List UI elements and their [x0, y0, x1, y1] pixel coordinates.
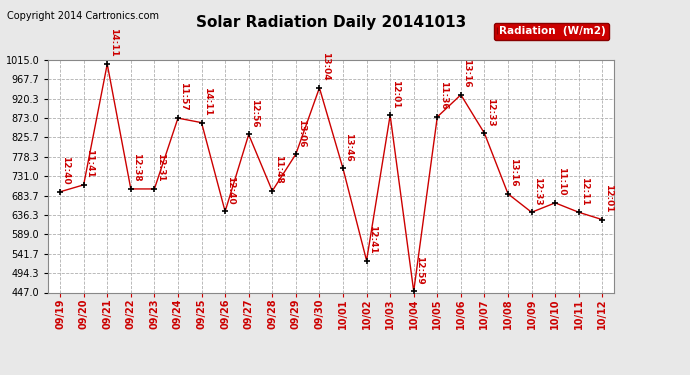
- Text: 12:01: 12:01: [604, 184, 613, 213]
- Text: Solar Radiation Daily 20141013: Solar Radiation Daily 20141013: [196, 15, 466, 30]
- Text: 12:40: 12:40: [61, 156, 70, 185]
- Text: 12:56: 12:56: [250, 99, 259, 128]
- Text: 11:41: 11:41: [85, 149, 94, 178]
- Text: 12:38: 12:38: [132, 153, 141, 182]
- Text: 12:33: 12:33: [486, 98, 495, 126]
- Text: 13:16: 13:16: [509, 158, 518, 187]
- Text: 12:11: 12:11: [580, 177, 589, 205]
- Text: 14:11: 14:11: [203, 87, 212, 116]
- Text: 12:01: 12:01: [391, 80, 400, 108]
- Text: 13:06: 13:06: [297, 118, 306, 147]
- Text: 11:10: 11:10: [557, 167, 566, 196]
- Text: 12:40: 12:40: [226, 176, 235, 204]
- Text: 14:11: 14:11: [108, 28, 117, 57]
- Text: 11:48: 11:48: [274, 155, 283, 184]
- Text: 13:16: 13:16: [462, 59, 471, 88]
- Text: Copyright 2014 Cartronics.com: Copyright 2014 Cartronics.com: [7, 11, 159, 21]
- Text: 13:04: 13:04: [321, 52, 330, 81]
- Text: 12:41: 12:41: [368, 225, 377, 254]
- Text: 12:33: 12:33: [533, 177, 542, 205]
- Text: 11:57: 11:57: [179, 82, 188, 111]
- Text: 11:36: 11:36: [439, 81, 448, 110]
- Text: 13:46: 13:46: [344, 133, 353, 162]
- Legend: Radiation  (W/m2): Radiation (W/m2): [494, 23, 609, 40]
- Text: 12:31: 12:31: [156, 153, 165, 182]
- Text: 12:59: 12:59: [415, 255, 424, 284]
